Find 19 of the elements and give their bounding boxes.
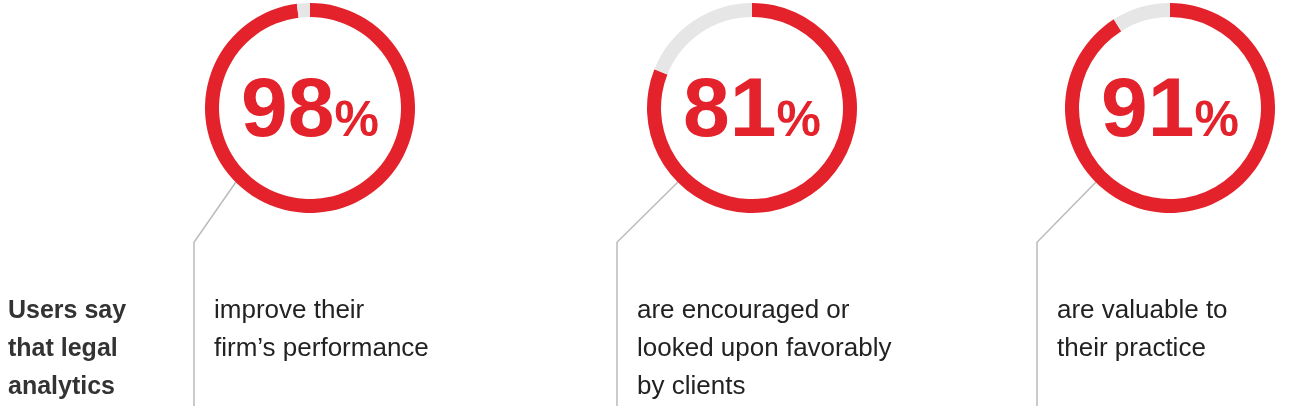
- data-label: 91%: [1101, 60, 1239, 154]
- donut-slice: [1065, 3, 1275, 213]
- text: Users say: [8, 295, 127, 323]
- text: that legal: [8, 333, 118, 361]
- text: are valuable to: [1057, 294, 1228, 324]
- text: are encouraged or: [637, 294, 850, 324]
- text: by clients: [637, 370, 746, 400]
- donut-slice: [654, 3, 752, 75]
- data-label: 81%: [683, 60, 821, 154]
- text: improve their: [214, 294, 365, 324]
- donut-slice: [296, 3, 310, 18]
- text: their practice: [1057, 332, 1206, 362]
- text: analytics: [8, 371, 116, 399]
- donut-slice: [647, 3, 857, 213]
- donut-slice: [205, 3, 415, 213]
- donut-slice: [1113, 3, 1170, 32]
- text: firm’s performance: [214, 332, 429, 362]
- data-label: 98%: [241, 60, 379, 154]
- text: looked upon favorably: [637, 332, 892, 362]
